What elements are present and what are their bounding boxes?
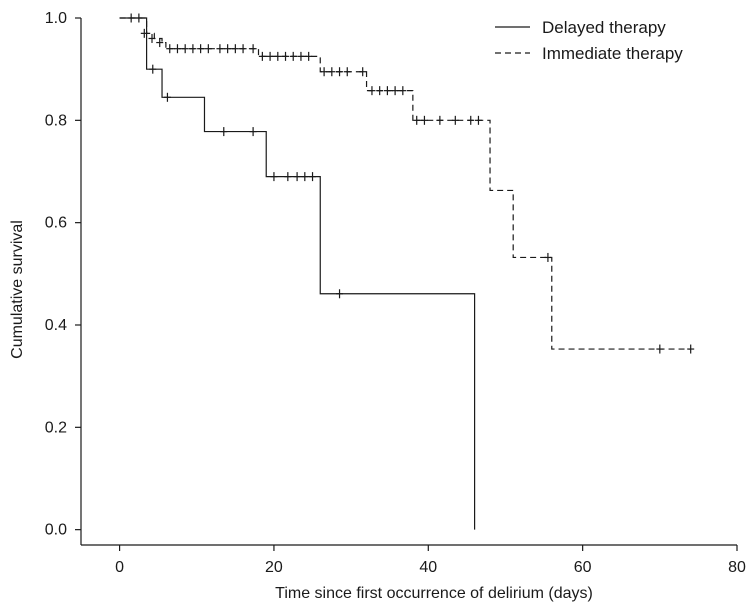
censor-mark-immediate-therapy: [197, 44, 205, 54]
censor-mark-immediate-therapy: [140, 28, 148, 38]
censor-mark-immediate-therapy: [687, 344, 695, 354]
censor-mark-immediate-therapy: [413, 115, 421, 125]
y-tick-label: 0.2: [45, 419, 67, 436]
censor-mark-immediate-therapy: [258, 51, 266, 61]
axes: [80, 18, 737, 546]
censor-mark-delayed-therapy: [270, 172, 278, 182]
censor-mark-immediate-therapy: [359, 67, 367, 77]
censor-mark-immediate-therapy: [436, 115, 444, 125]
censor-mark-delayed-therapy: [249, 127, 257, 137]
x-axis-ticks: 0 20 40 60 80: [115, 545, 746, 576]
x-tick-label: 0: [115, 559, 124, 576]
censor-mark-immediate-therapy: [148, 33, 156, 43]
censor-mark-immediate-therapy: [189, 44, 197, 54]
x-tick-label: 80: [728, 559, 746, 576]
censor-mark-immediate-therapy: [156, 38, 164, 48]
y-tick-label: 0.6: [45, 215, 67, 232]
censor-mark-immediate-therapy: [391, 86, 399, 96]
censor-mark-immediate-therapy: [216, 44, 224, 54]
series-line-immediate-therapy: [119, 17, 691, 350]
x-tick-label: 40: [419, 559, 437, 576]
censor-mark-immediate-therapy: [328, 67, 336, 77]
censor-mark-immediate-therapy: [274, 51, 282, 61]
y-tick-label: 1.0: [45, 10, 67, 27]
censor-mark-immediate-therapy: [249, 44, 257, 54]
censor-mark-immediate-therapy: [305, 51, 313, 61]
censor-mark-immediate-therapy: [383, 86, 391, 96]
censor-mark-immediate-therapy: [656, 344, 664, 354]
censor-mark-immediate-therapy: [135, 13, 143, 23]
censor-mark-immediate-therapy: [320, 67, 328, 77]
censor-mark-immediate-therapy: [343, 67, 351, 77]
censor-mark-immediate-therapy: [368, 86, 376, 96]
censor-mark-immediate-therapy: [289, 51, 297, 61]
censor-mark-immediate-therapy: [231, 44, 239, 54]
censor-mark-delayed-therapy: [301, 172, 309, 182]
legend-label-immediate-therapy: Immediate therapy: [542, 44, 683, 63]
y-axis-title: Cumulative survival: [9, 220, 26, 359]
censor-mark-immediate-therapy: [224, 44, 232, 54]
y-tick-label: 0.0: [45, 522, 67, 539]
censor-mark-immediate-therapy: [297, 51, 305, 61]
legend-label-delayed-therapy: Delayed therapy: [542, 18, 666, 37]
censor-mark-immediate-therapy: [451, 115, 459, 125]
censor-mark-immediate-therapy: [474, 115, 482, 125]
censor-mark-immediate-therapy: [239, 44, 247, 54]
series-layer: [119, 17, 691, 530]
censor-mark-immediate-therapy: [173, 44, 181, 54]
censor-mark-immediate-therapy: [336, 67, 344, 77]
x-tick-label: 20: [265, 559, 283, 576]
y-axis-ticks: 0.0 0.2 0.4 0.6 0.8 1.0: [45, 10, 81, 539]
x-axis-title: Time since first occurrence of delirium …: [275, 585, 593, 602]
censor-mark-delayed-therapy: [163, 92, 171, 102]
legend: Delayed therapy Immediate therapy: [495, 18, 683, 63]
censor-mark-immediate-therapy: [420, 115, 428, 125]
censor-mark-immediate-therapy: [544, 252, 552, 262]
y-tick-label: 0.4: [45, 317, 67, 334]
censor-mark-immediate-therapy: [266, 51, 274, 61]
censor-mark-immediate-therapy: [467, 115, 475, 125]
censor-mark-delayed-therapy: [284, 172, 292, 182]
censor-mark-delayed-therapy: [309, 172, 317, 182]
censor-mark-immediate-therapy: [399, 86, 407, 96]
censor-mark-immediate-therapy: [376, 86, 384, 96]
censor-mark-immediate-therapy: [127, 13, 135, 23]
censor-mark-immediate-therapy: [282, 51, 290, 61]
y-tick-label: 0.8: [45, 112, 67, 129]
censor-marks: [127, 13, 695, 354]
series-line-delayed-therapy: [119, 17, 476, 530]
censor-mark-delayed-therapy: [336, 289, 344, 299]
censor-mark-delayed-therapy: [149, 64, 157, 74]
censor-mark-immediate-therapy: [166, 44, 174, 54]
censor-mark-delayed-therapy: [293, 172, 301, 182]
censor-mark-immediate-therapy: [204, 44, 212, 54]
x-tick-label: 60: [574, 559, 592, 576]
censor-mark-delayed-therapy: [220, 127, 228, 137]
censor-mark-immediate-therapy: [181, 44, 189, 54]
